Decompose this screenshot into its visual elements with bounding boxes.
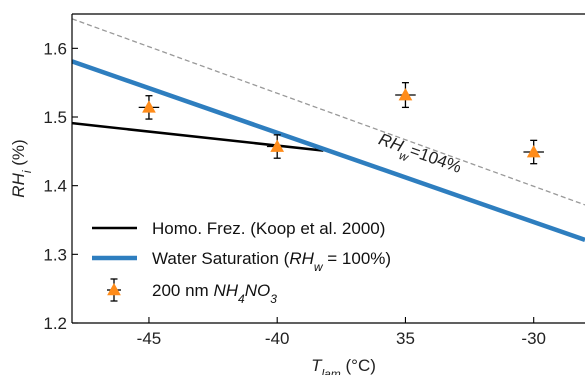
axes-frame: [71, 13, 585, 324]
axis-ticks: 1.2 1.3 1.4 1.5 1.6 -45 -40 35 -30: [43, 39, 546, 348]
y-tick-label: 1.5: [43, 108, 67, 127]
axis-labels: Tlam (°C) RHi (%): [9, 139, 376, 375]
y-axis-label: RHi (%): [9, 139, 34, 197]
legend: Homo. Frez. (Koop et al. 2000) Water Satu…: [92, 219, 391, 306]
x-tick-label: -45: [137, 329, 162, 348]
y-tick-label: 1.2: [43, 314, 67, 333]
x-tick-label: -30: [521, 329, 546, 348]
rh-104-annotation: RHw=104%: [374, 130, 464, 183]
plot-series-group: [72, 18, 585, 243]
triangle-marker: [398, 87, 413, 101]
x-tick-label: 35: [396, 329, 415, 348]
data-point: [266, 134, 288, 159]
data-point: [138, 95, 160, 120]
rh-104-dashed-line: [72, 18, 585, 206]
triangle-marker: [270, 139, 285, 152]
data-point: [395, 82, 416, 109]
triangle-marker: [142, 100, 156, 113]
triangle-marker: [526, 144, 541, 158]
legend-label-water-saturation: Water Saturation (RHw = 100%): [152, 249, 391, 274]
x-tick-label: -40: [265, 329, 290, 348]
y-tick-label: 1.6: [43, 39, 67, 58]
legend-triangle-marker: [107, 282, 121, 296]
water-saturation-line: [72, 59, 585, 243]
plot-area: RHw=104%: [72, 18, 585, 243]
legend-label-homo-freezing: Homo. Frez. (Koop et al. 2000): [152, 219, 385, 238]
y-tick-label: 1.4: [43, 177, 67, 196]
x-axis-label: Tlam (°C): [311, 356, 376, 375]
legend-label-nh4no3: 200 nm NH4NO3: [152, 281, 277, 306]
data-point: [523, 139, 544, 165]
y-tick-label: 1.3: [43, 245, 67, 264]
